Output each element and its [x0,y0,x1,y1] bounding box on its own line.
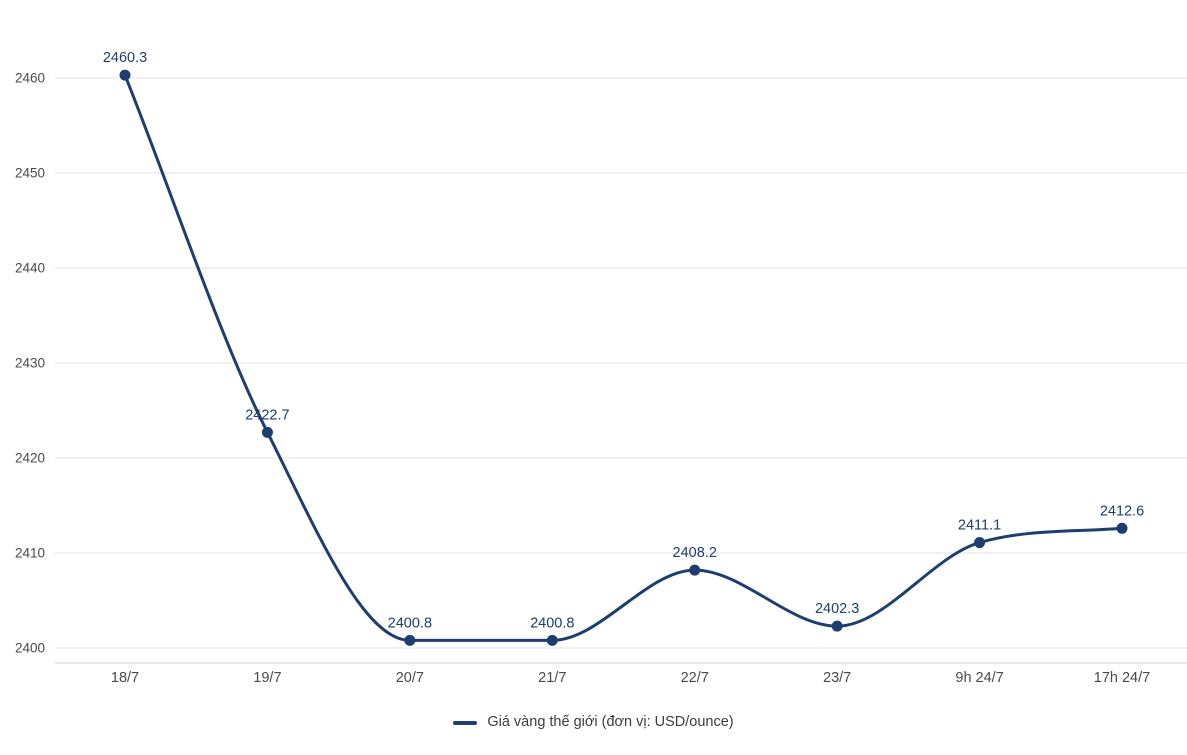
y-tick-label: 2450 [15,166,45,181]
value-label: 2400.8 [388,615,432,631]
data-point [546,634,558,646]
x-tick-label: 20/7 [396,670,424,686]
series-line-path [123,73,1124,642]
legend-label: Giá vàng thế giới (đơn vị: USD/ounce) [487,714,734,730]
data-point [404,634,416,646]
x-tick-label: 22/7 [681,670,709,686]
data-point [689,564,701,576]
y-tick-label: 2430 [15,356,45,371]
y-tick-label: 2410 [15,546,45,561]
value-label: 2412.6 [1100,503,1144,519]
x-tick-label: 9h 24/7 [955,670,1003,686]
data-point [119,69,131,81]
chart-legend: Giá vàng thế giới (đơn vị: USD/ounce) [0,700,1187,755]
x-tick-label: 21/7 [538,670,566,686]
value-label: 2460.3 [103,50,147,66]
x-tick-label: 19/7 [253,670,281,686]
value-label: 2408.2 [673,545,717,561]
x-tick-label: 17h 24/7 [1094,670,1150,686]
data-point [974,537,986,549]
x-tick-label: 23/7 [823,670,851,686]
legend-line-swatch [453,721,478,725]
value-label: 2402.3 [815,601,859,617]
value-label: 2411.1 [958,518,1001,534]
y-tick-label: 2460 [15,71,45,86]
data-point [1116,522,1128,534]
data-point [261,426,273,438]
chart-canvas: 2400 2410 2420 2430 2440 2450 2460 18/7 19/7 20/7… [15,50,1187,686]
x-tick-label: 18/7 [111,670,139,686]
value-label: 2422.7 [245,407,289,423]
value-label: 2400.8 [530,615,574,631]
data-point [831,620,843,632]
y-tick-label: 2400 [15,641,45,656]
y-tick-label: 2440 [15,261,45,276]
y-tick-label: 2420 [15,451,45,466]
